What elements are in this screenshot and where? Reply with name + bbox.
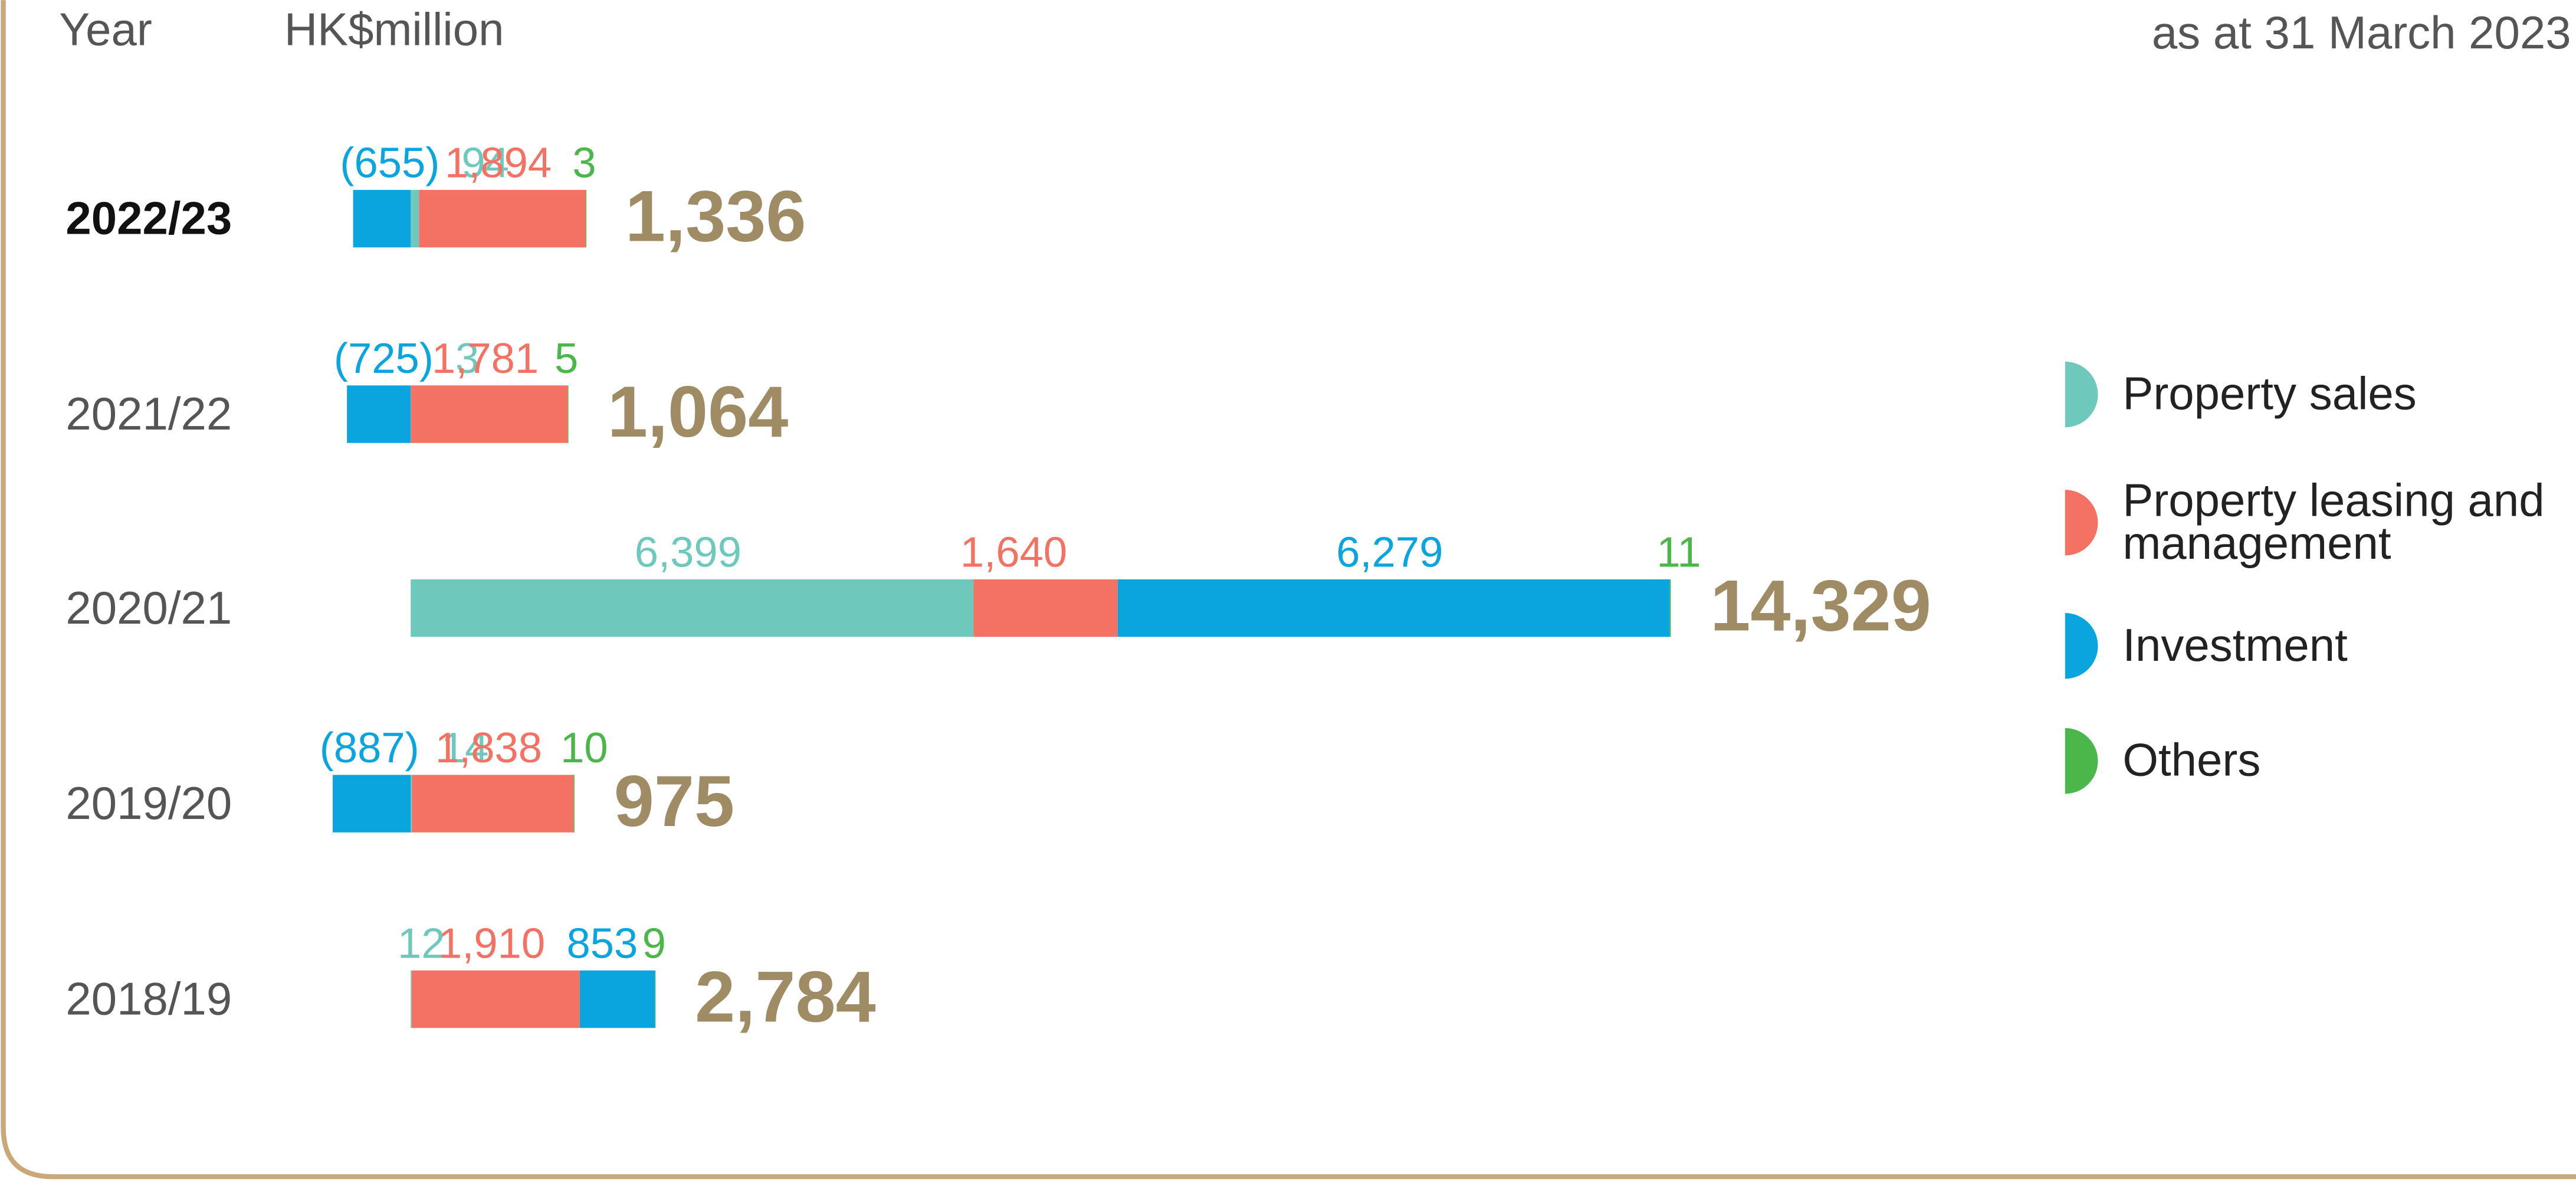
value-label: 14	[441, 724, 489, 772]
unit-label: HK$million	[284, 3, 504, 55]
value-label: 853	[567, 919, 638, 967]
legend-swatch	[2065, 361, 2098, 428]
bar-segment	[419, 189, 586, 248]
total-label: 1,064	[608, 371, 789, 452]
legend-swatch	[2065, 728, 2098, 794]
legend-swatch	[2065, 612, 2098, 679]
value-label: 3	[572, 139, 596, 187]
bar-segment	[411, 579, 974, 637]
legend-label: Property sales	[2122, 368, 2417, 420]
value-label: 1,894	[445, 139, 552, 187]
legend-item: Property sales	[2122, 368, 2417, 420]
value-label: 11	[1657, 529, 1701, 576]
bar-segment	[412, 970, 580, 1028]
bar-segment	[411, 385, 568, 443]
legend-label: Others	[2122, 735, 2261, 786]
value-label: 1,640	[960, 529, 1067, 576]
legend-label: Investment	[2122, 620, 2348, 671]
total-label: 14,329	[1710, 565, 1931, 646]
bar-segment	[1669, 579, 1671, 637]
value-label: (655)	[340, 139, 439, 187]
year-label: 2021/22	[65, 388, 232, 440]
bar-segment	[411, 775, 412, 833]
bar-segment	[412, 775, 574, 833]
legend-item: Investment	[2122, 620, 2348, 671]
year-label: 2019/20	[65, 777, 232, 829]
date-note: as at 31 March 2023	[2152, 6, 2571, 58]
value-label: 6,279	[1336, 529, 1443, 576]
legend-item: Property leasing and management	[2122, 476, 2545, 569]
value-label: 9	[642, 919, 666, 967]
year-label: 2020/21	[65, 582, 232, 634]
total-label: 975	[614, 761, 734, 841]
legend-swatch	[2065, 490, 2098, 556]
total-label: 1,336	[625, 176, 806, 257]
bar-segment	[573, 775, 575, 833]
value-label: 10	[560, 724, 608, 772]
legend-item: Others	[2122, 735, 2261, 786]
bar-segment	[567, 385, 569, 443]
total-label: 2,784	[695, 956, 876, 1037]
bar-segment	[347, 385, 411, 443]
value-label: 5	[554, 335, 578, 382]
bar-segment	[411, 189, 419, 248]
bar-segment	[333, 775, 411, 833]
bar-segment	[1117, 579, 1670, 637]
bar-segment	[411, 970, 412, 1028]
value-label: (725)	[334, 335, 434, 382]
bar-segment	[579, 970, 655, 1028]
legend-label: Property leasing and management	[2122, 476, 2545, 569]
year-label: 2022/23	[65, 192, 232, 244]
value-label: 1,910	[438, 919, 545, 967]
bar-segment	[353, 189, 411, 248]
year-label: 2018/19	[65, 973, 232, 1025]
bar-segment	[973, 579, 1118, 637]
value-label: 6,399	[635, 529, 741, 576]
value-label: 94	[461, 139, 509, 187]
value-label: (887)	[320, 724, 419, 772]
value-label: 3	[455, 335, 479, 382]
value-label: 1,838	[435, 724, 542, 772]
year-header: Year	[59, 3, 152, 55]
value-label: 12	[398, 919, 445, 967]
value-label: 1,781	[432, 335, 539, 382]
